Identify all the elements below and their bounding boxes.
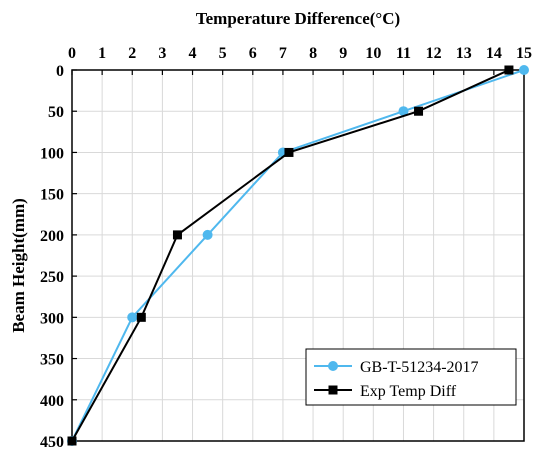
x-axis-title: Temperature Difference(°C) xyxy=(196,9,400,28)
y-tick-label: 300 xyxy=(40,310,64,327)
series-line xyxy=(71,69,525,442)
x-tick-label: 15 xyxy=(516,45,532,62)
x-tick-label: 3 xyxy=(158,45,166,62)
data-point xyxy=(127,312,138,323)
data-point xyxy=(519,65,529,75)
series xyxy=(67,65,529,446)
x-tick-label: 4 xyxy=(189,45,197,62)
x-tick-label: 5 xyxy=(219,45,227,62)
y-tick-label: 150 xyxy=(40,187,64,204)
x-tick-label: 13 xyxy=(456,45,472,62)
y-tick-label: 450 xyxy=(40,434,64,451)
axis-ticks: 0 1 2 3 4 5 6 7 8 9 10 11 12 13 14 15050100150200250300… xyxy=(40,45,532,451)
x-tick-label: 12 xyxy=(426,45,442,62)
x-tick-label: 2 xyxy=(128,45,136,62)
data-point xyxy=(172,230,182,240)
y-tick-label: 0 xyxy=(56,63,64,80)
x-tick-label: 10 xyxy=(365,45,381,62)
y-tick-label: 350 xyxy=(40,352,64,369)
plot-frame xyxy=(71,69,525,442)
x-tick-label: 14 xyxy=(486,45,502,62)
y-tick-label: 200 xyxy=(40,228,64,245)
legend-label: Exp Temp Diff xyxy=(360,383,457,400)
data-point xyxy=(202,229,213,240)
data-point xyxy=(284,147,294,157)
legend-box xyxy=(305,348,517,406)
y-axis-title: Beam Height(mm) xyxy=(9,198,28,333)
legend-entry: GB-T-51234-2017 xyxy=(314,359,479,376)
data-point xyxy=(136,312,146,322)
legend-entry: Exp Temp Diff xyxy=(314,383,457,400)
series-line xyxy=(71,69,510,442)
x-tick-label: 11 xyxy=(396,45,411,62)
x-tick-label: 7 xyxy=(279,45,287,62)
y-tick-label: 250 xyxy=(40,269,64,286)
y-tick-label: 400 xyxy=(40,393,64,410)
legend: GB-T-51234-2017 Exp Temp Diff xyxy=(305,348,517,406)
data-point xyxy=(398,106,409,117)
y-tick-label: 50 xyxy=(48,104,64,121)
x-tick-label: 1 xyxy=(98,45,106,62)
legend-marker xyxy=(328,361,338,371)
data-point xyxy=(504,65,514,75)
x-tick-label: 9 xyxy=(339,45,347,62)
x-tick-label: 0 xyxy=(68,45,76,62)
x-tick-label: 6 xyxy=(249,45,257,62)
data-point xyxy=(414,106,424,116)
legend-marker xyxy=(328,385,338,395)
legend-label: GB-T-51234-2017 xyxy=(360,359,479,376)
y-tick-label: 100 xyxy=(40,145,64,162)
data-point xyxy=(67,436,77,446)
series-2 xyxy=(67,65,514,446)
x-tick-label: 8 xyxy=(309,45,317,62)
